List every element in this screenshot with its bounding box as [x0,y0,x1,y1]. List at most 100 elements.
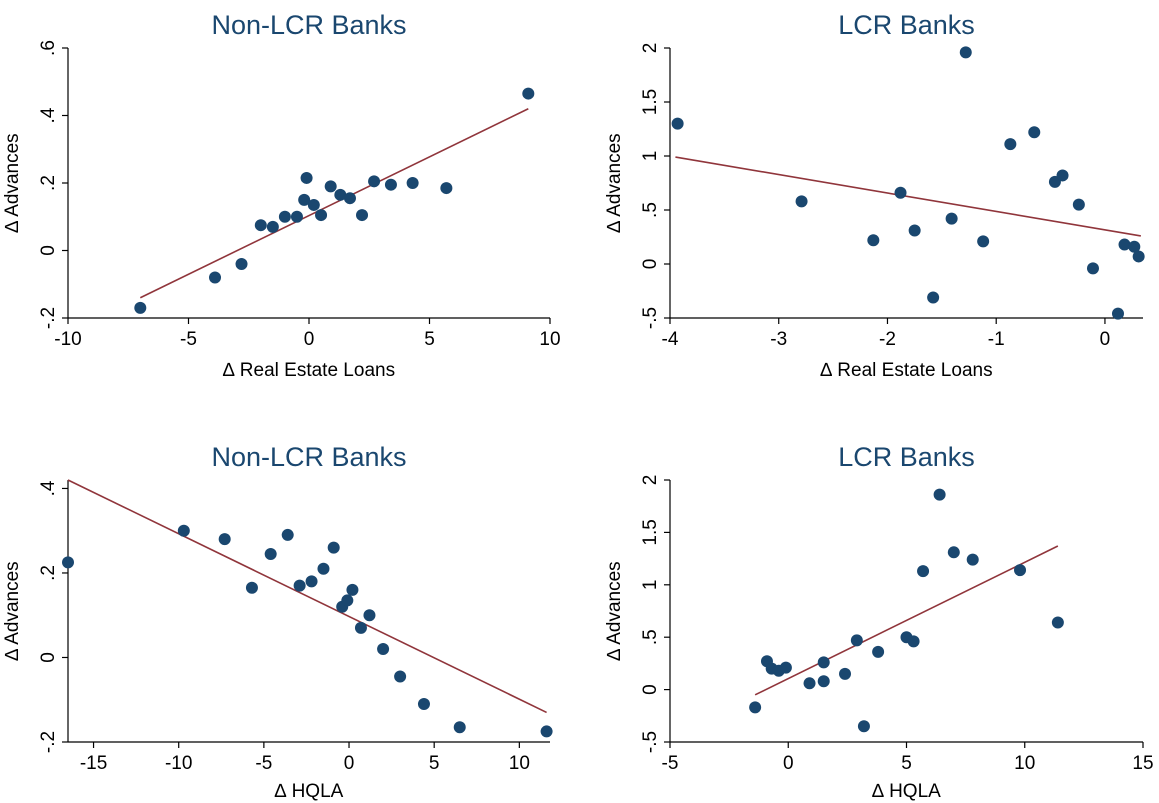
y-tick-label: 0 [640,259,661,270]
scatter-point [907,635,920,648]
fitted-line [67,479,547,714]
y-tick-label: 0 [640,684,661,695]
y-tick-label: 1.5 [640,89,661,115]
x-tick-label: 0 [783,753,794,774]
scatter-point [522,87,535,100]
chart-title: LCR Banks [838,10,975,40]
x-tick-label: -5 [255,753,272,774]
fitted-line [675,156,1141,237]
scatter-point [917,565,930,578]
scatter-point [966,553,979,566]
x-tick-label: -15 [80,753,107,774]
y-tick-label: -.2 [38,307,59,329]
x-tick-label: 0 [304,329,315,350]
scatter-point [959,46,972,59]
x-tick-label: 15 [1132,753,1153,774]
chart-title: LCR Banks [838,442,975,472]
y-tick-label: -.5 [640,307,661,329]
scatter-point [977,235,990,248]
y-tick-label: .5 [640,629,661,645]
scatter-point [540,725,553,738]
scatter-point [803,677,816,690]
scatter-point [817,675,830,688]
x-tick-label: -5 [662,753,679,774]
y-tick-label: .2 [38,565,59,581]
scatter-point [235,258,248,270]
scatter-point [671,117,684,130]
x-tick-label: 10 [539,329,560,350]
scatter-point [341,594,354,607]
scatter-point [62,556,74,569]
scatter-point [346,583,359,596]
chart-title: Non-LCR Banks [211,442,406,472]
chart-title: Non-LCR Banks [211,10,406,40]
x-tick-label: 5 [429,753,440,774]
x-tick-label: -10 [54,329,81,350]
scatter-point [1118,238,1131,251]
scatter-point [394,670,407,683]
y-axis-label: ∆ Advances [2,561,23,660]
scatter-point [1072,198,1085,211]
scatter-point [278,210,291,223]
x-tick-label: -1 [988,329,1005,350]
scatter-point [356,209,369,222]
scatter-point [1056,169,1069,182]
scatter-point [209,271,222,284]
y-tick-label: -.2 [38,731,59,753]
x-tick-label: 0 [344,753,355,774]
panel-top-right: LCR Banks -4 -3 -2 -1 0 -.5 0 .5 1 1.5 2 ∆ Real Esta… [604,10,1145,381]
scatter-point [368,175,381,188]
scatter-point [281,528,294,541]
fitted-line [754,545,1059,696]
y-tick-label: .4 [38,107,59,123]
scatter-point [417,697,430,710]
scatter-point [1111,307,1124,320]
scatter-point [307,198,320,211]
scatter-point [317,562,330,575]
y-tick-label: .2 [38,175,59,191]
scatter-point [894,186,907,199]
x-tick-label: -2 [879,329,896,350]
scatter-point [384,178,397,191]
y-tick-label: .4 [38,480,59,496]
scatter-point [779,661,792,674]
scatter-point [327,541,340,554]
scatter-point [324,180,337,193]
y-tick-label: 2 [640,475,661,486]
scatter-point [1051,616,1064,629]
x-axis-label: ∆ HQLA [872,781,941,802]
scatter-point [266,220,279,233]
y-tick-label: 0 [38,652,59,663]
scatter-point [218,533,231,546]
scatter-point [1128,240,1141,253]
scatter-point [177,524,190,537]
scatter-point [377,643,390,656]
x-axis-label: ∆ Real Estate Loans [820,360,992,381]
scatter-point [363,609,376,622]
y-tick-label: .6 [38,40,59,56]
scatter-point [857,720,870,733]
scatter-point [334,188,347,201]
scatter-point [1028,126,1041,139]
y-axis-label: ∆ Advances [604,133,625,232]
x-tick-label: 0 [1100,329,1111,350]
scatter-point [1004,138,1017,151]
scatter-point [264,547,277,560]
x-axis-label: ∆ HQLA [275,781,344,802]
panel-bottom-right: LCR Banks -5 0 5 10 15 -.5 0 .5 1 1.5 2 ∆ HQLA ∆ Adva… [604,442,1154,802]
x-tick-label: -4 [662,329,679,350]
scatter-point [1132,250,1145,263]
scatter-point [254,219,267,232]
x-axis-label: ∆ Real Estate Loans [223,360,395,381]
y-axis-label: ∆ Advances [604,561,625,660]
scatter-point [298,193,311,206]
scatter-point [300,171,313,184]
scatter-point [927,291,940,304]
y-tick-label: 1 [640,580,661,591]
x-tick-label: -10 [165,753,192,774]
scatter-point [343,192,356,205]
scatter-point [354,621,367,634]
scatter-point [908,224,921,237]
panel-bottom-left: Non-LCR Banks -15 -10 -5 0 5 10 -.2 0 .2 .4 ∆ HQLA ∆… [2,442,553,802]
